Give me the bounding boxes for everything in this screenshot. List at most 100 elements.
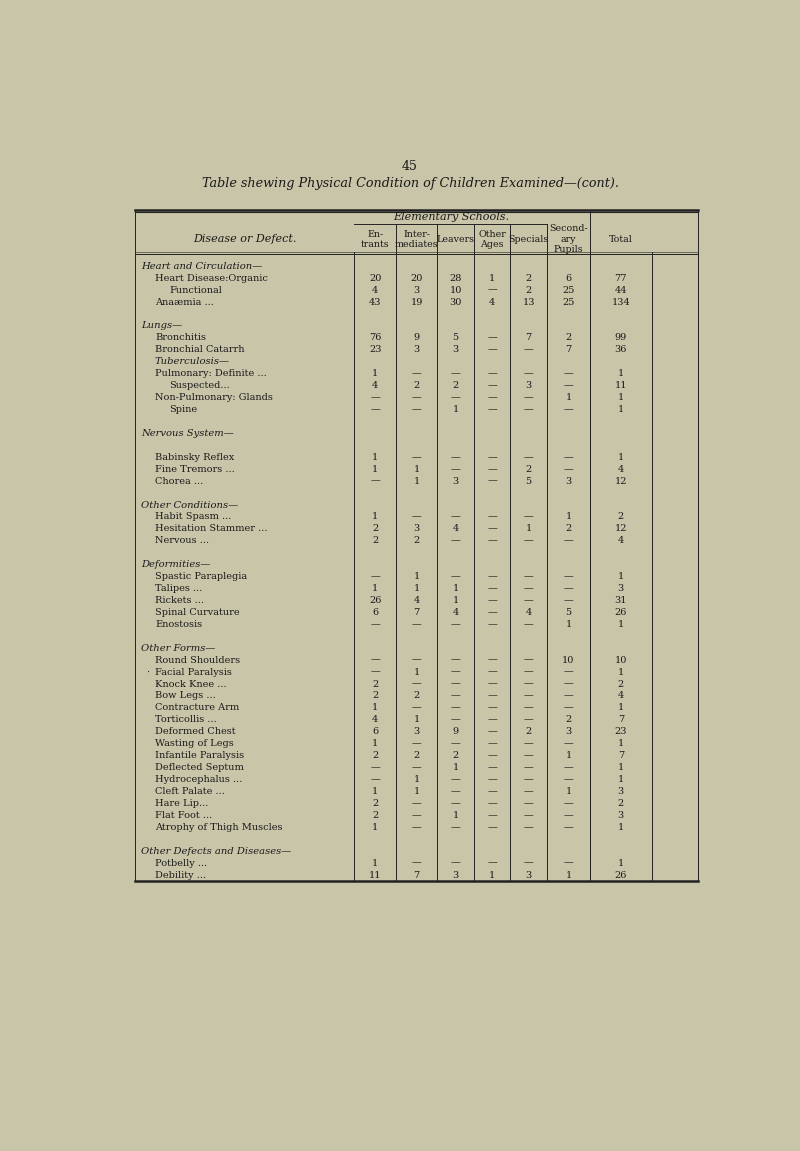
Text: —: — bbox=[487, 452, 497, 462]
Text: —: — bbox=[451, 859, 461, 868]
Text: 3: 3 bbox=[414, 727, 420, 737]
Text: —: — bbox=[564, 572, 574, 581]
Text: 1: 1 bbox=[414, 668, 420, 677]
Text: 2: 2 bbox=[526, 727, 532, 737]
Text: 4: 4 bbox=[618, 536, 624, 546]
Text: —: — bbox=[487, 799, 497, 808]
Text: —: — bbox=[524, 752, 534, 760]
Text: 10: 10 bbox=[562, 656, 574, 664]
Text: 3: 3 bbox=[566, 727, 572, 737]
Text: —: — bbox=[564, 405, 574, 414]
Text: 3: 3 bbox=[618, 584, 624, 593]
Text: 3: 3 bbox=[453, 870, 459, 879]
Text: Spinal Curvature: Spinal Curvature bbox=[155, 608, 240, 617]
Text: —: — bbox=[564, 369, 574, 379]
Text: Heart Disease:Organic: Heart Disease:Organic bbox=[155, 274, 268, 283]
Text: Round Shoulders: Round Shoulders bbox=[155, 656, 240, 664]
Text: Bronchitis: Bronchitis bbox=[155, 334, 206, 343]
Text: Pulmonary: Definite ...: Pulmonary: Definite ... bbox=[155, 369, 266, 379]
Text: —: — bbox=[370, 572, 380, 581]
Text: —: — bbox=[487, 656, 497, 664]
Text: 1: 1 bbox=[566, 620, 572, 628]
Text: Debility ...: Debility ... bbox=[155, 870, 206, 879]
Text: 4: 4 bbox=[526, 608, 532, 617]
Text: —: — bbox=[564, 823, 574, 832]
Text: —: — bbox=[524, 369, 534, 379]
Text: 2: 2 bbox=[414, 692, 420, 701]
Text: 1: 1 bbox=[414, 477, 420, 486]
Text: —: — bbox=[412, 512, 422, 521]
Text: 2: 2 bbox=[453, 752, 459, 760]
Text: —: — bbox=[524, 620, 534, 628]
Text: —: — bbox=[524, 656, 534, 664]
Text: 9: 9 bbox=[453, 727, 458, 737]
Text: —: — bbox=[564, 810, 574, 820]
Text: —: — bbox=[524, 572, 534, 581]
Text: —: — bbox=[487, 405, 497, 414]
Text: 31: 31 bbox=[614, 596, 627, 605]
Text: 2: 2 bbox=[372, 536, 378, 546]
Text: 2: 2 bbox=[414, 381, 420, 390]
Text: 2: 2 bbox=[372, 810, 378, 820]
Text: 25: 25 bbox=[562, 285, 574, 295]
Text: —: — bbox=[564, 536, 574, 546]
Text: Babinsky Reflex: Babinsky Reflex bbox=[155, 452, 234, 462]
Text: —: — bbox=[564, 859, 574, 868]
Text: 1: 1 bbox=[618, 823, 624, 832]
Text: Heart and Circulation—: Heart and Circulation— bbox=[141, 261, 262, 270]
Text: —: — bbox=[412, 859, 422, 868]
Text: Tuberculosis—: Tuberculosis— bbox=[155, 357, 230, 366]
Text: 19: 19 bbox=[410, 298, 422, 306]
Text: 2: 2 bbox=[414, 752, 420, 760]
Text: 1: 1 bbox=[489, 870, 495, 879]
Text: 1: 1 bbox=[618, 452, 624, 462]
Text: —: — bbox=[564, 679, 574, 688]
Text: —: — bbox=[487, 608, 497, 617]
Text: 2: 2 bbox=[372, 679, 378, 688]
Text: Flat Foot ...: Flat Foot ... bbox=[155, 810, 212, 820]
Text: Table shewing Physical Condition of Children Examined—(cont).: Table shewing Physical Condition of Chil… bbox=[202, 177, 618, 190]
Text: Spastic Paraplegia: Spastic Paraplegia bbox=[155, 572, 247, 581]
Text: 1: 1 bbox=[414, 775, 420, 784]
Text: —: — bbox=[524, 345, 534, 355]
Text: 6: 6 bbox=[566, 274, 571, 283]
Text: 6: 6 bbox=[372, 608, 378, 617]
Text: —: — bbox=[524, 394, 534, 402]
Text: 2: 2 bbox=[372, 752, 378, 760]
Text: Chorea ...: Chorea ... bbox=[155, 477, 203, 486]
Text: 1: 1 bbox=[453, 584, 459, 593]
Text: 2: 2 bbox=[618, 679, 624, 688]
Text: —: — bbox=[524, 703, 534, 712]
Text: —: — bbox=[564, 584, 574, 593]
Text: 4: 4 bbox=[453, 608, 459, 617]
Text: 1: 1 bbox=[618, 703, 624, 712]
Text: 12: 12 bbox=[614, 525, 627, 533]
Text: —: — bbox=[370, 656, 380, 664]
Text: 1: 1 bbox=[372, 369, 378, 379]
Text: —: — bbox=[370, 620, 380, 628]
Text: —: — bbox=[487, 536, 497, 546]
Text: Specials: Specials bbox=[509, 235, 549, 244]
Text: —: — bbox=[451, 799, 461, 808]
Text: —: — bbox=[451, 703, 461, 712]
Text: —: — bbox=[487, 512, 497, 521]
Text: Nervous ...: Nervous ... bbox=[155, 536, 209, 546]
Text: —: — bbox=[564, 452, 574, 462]
Text: —: — bbox=[524, 716, 534, 724]
Text: —: — bbox=[524, 512, 534, 521]
Text: —: — bbox=[487, 465, 497, 474]
Text: 5: 5 bbox=[453, 334, 458, 343]
Text: 1: 1 bbox=[453, 763, 459, 772]
Text: —: — bbox=[524, 584, 534, 593]
Text: Leavers: Leavers bbox=[437, 235, 474, 244]
Text: —: — bbox=[487, 572, 497, 581]
Text: —: — bbox=[370, 763, 380, 772]
Text: Non-Pulmonary: Glands: Non-Pulmonary: Glands bbox=[155, 394, 273, 402]
Text: 1: 1 bbox=[489, 274, 495, 283]
Text: —: — bbox=[451, 656, 461, 664]
Text: 2: 2 bbox=[566, 525, 572, 533]
Text: 3: 3 bbox=[618, 810, 624, 820]
Text: —: — bbox=[487, 787, 497, 796]
Text: —: — bbox=[412, 823, 422, 832]
Text: —: — bbox=[487, 285, 497, 295]
